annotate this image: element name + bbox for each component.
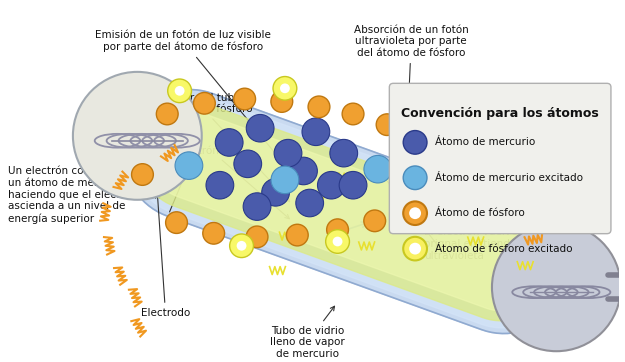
- Text: Emisión de un fotón de luz visible
por parte del átomo de fósforo: Emisión de un fotón de luz visible por p…: [96, 30, 290, 171]
- Circle shape: [302, 118, 330, 146]
- Circle shape: [364, 210, 386, 232]
- Text: Electrodo: Electrodo: [540, 187, 589, 332]
- Ellipse shape: [492, 223, 621, 351]
- Circle shape: [296, 189, 324, 217]
- Circle shape: [206, 172, 234, 199]
- Circle shape: [262, 178, 289, 206]
- Circle shape: [234, 150, 262, 178]
- Circle shape: [326, 230, 349, 253]
- Polygon shape: [149, 112, 545, 311]
- Text: Átomo de mercurio excitado: Átomo de mercurio excitado: [435, 173, 583, 183]
- Circle shape: [166, 212, 188, 233]
- Circle shape: [403, 237, 427, 260]
- Text: Tubo de vidrio
lleno de vapor
de mercurio: Tubo de vidrio lleno de vapor de mercuri…: [270, 306, 344, 359]
- Circle shape: [308, 96, 330, 118]
- Circle shape: [131, 164, 153, 185]
- FancyBboxPatch shape: [389, 83, 611, 234]
- Circle shape: [318, 172, 345, 199]
- Circle shape: [271, 166, 299, 194]
- Circle shape: [246, 226, 268, 248]
- Polygon shape: [124, 89, 569, 333]
- Circle shape: [194, 92, 215, 114]
- Circle shape: [156, 103, 178, 125]
- Circle shape: [409, 243, 421, 254]
- Circle shape: [403, 166, 427, 190]
- Text: Absorción de un fotón
ultravioleta por parte
del átomo de fósforo: Absorción de un fotón ultravioleta por p…: [354, 25, 469, 148]
- Circle shape: [274, 139, 302, 167]
- Text: Electrodo: Electrodo: [141, 194, 190, 318]
- Circle shape: [407, 171, 429, 193]
- Circle shape: [403, 131, 427, 154]
- Circle shape: [327, 219, 349, 241]
- Circle shape: [403, 201, 427, 225]
- Circle shape: [215, 129, 243, 156]
- Circle shape: [286, 224, 308, 246]
- Circle shape: [409, 207, 421, 219]
- Circle shape: [243, 193, 271, 220]
- Text: El electrón vuelve a su órbita
orignal emitiendo un fotón
ultravioleta: El electrón vuelve a su órbita orignal e…: [424, 227, 577, 261]
- Circle shape: [246, 114, 274, 142]
- Ellipse shape: [73, 72, 202, 200]
- Circle shape: [229, 234, 254, 258]
- Text: Átomo de fósforo: Átomo de fósforo: [435, 208, 524, 218]
- Circle shape: [237, 241, 246, 251]
- Circle shape: [168, 79, 191, 103]
- Text: Átomo de fósforo excitado: Átomo de fósforo excitado: [435, 244, 572, 254]
- Circle shape: [202, 223, 224, 244]
- Circle shape: [342, 103, 364, 125]
- Polygon shape: [139, 102, 555, 321]
- Circle shape: [376, 114, 398, 135]
- Circle shape: [398, 198, 419, 219]
- Circle shape: [280, 84, 290, 93]
- Circle shape: [175, 86, 184, 96]
- Text: Átomo de mercurio: Átomo de mercurio: [435, 137, 535, 147]
- Circle shape: [289, 157, 318, 185]
- Text: Convención para los átomos: Convención para los átomos: [401, 107, 599, 120]
- Circle shape: [332, 237, 342, 247]
- Circle shape: [339, 172, 367, 199]
- Polygon shape: [131, 95, 563, 328]
- Circle shape: [330, 139, 357, 167]
- Circle shape: [175, 152, 203, 180]
- Circle shape: [234, 88, 256, 110]
- Text: Un electrón colisiona contra
un átomo de mercurio
haciendo que el electrón
ascie: Un electrón colisiona contra un átomo de…: [8, 166, 154, 224]
- Text: Electrón libre: Electrón libre: [176, 146, 289, 219]
- Circle shape: [273, 76, 297, 100]
- Circle shape: [364, 155, 392, 183]
- Text: Interior del tubo
recubierto de fósforo: Interior del tubo recubierto de fósforo: [144, 93, 289, 202]
- Circle shape: [271, 91, 292, 112]
